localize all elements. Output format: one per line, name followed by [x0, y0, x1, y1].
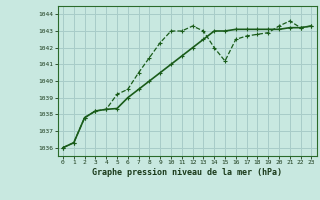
X-axis label: Graphe pression niveau de la mer (hPa): Graphe pression niveau de la mer (hPa) — [92, 168, 282, 177]
